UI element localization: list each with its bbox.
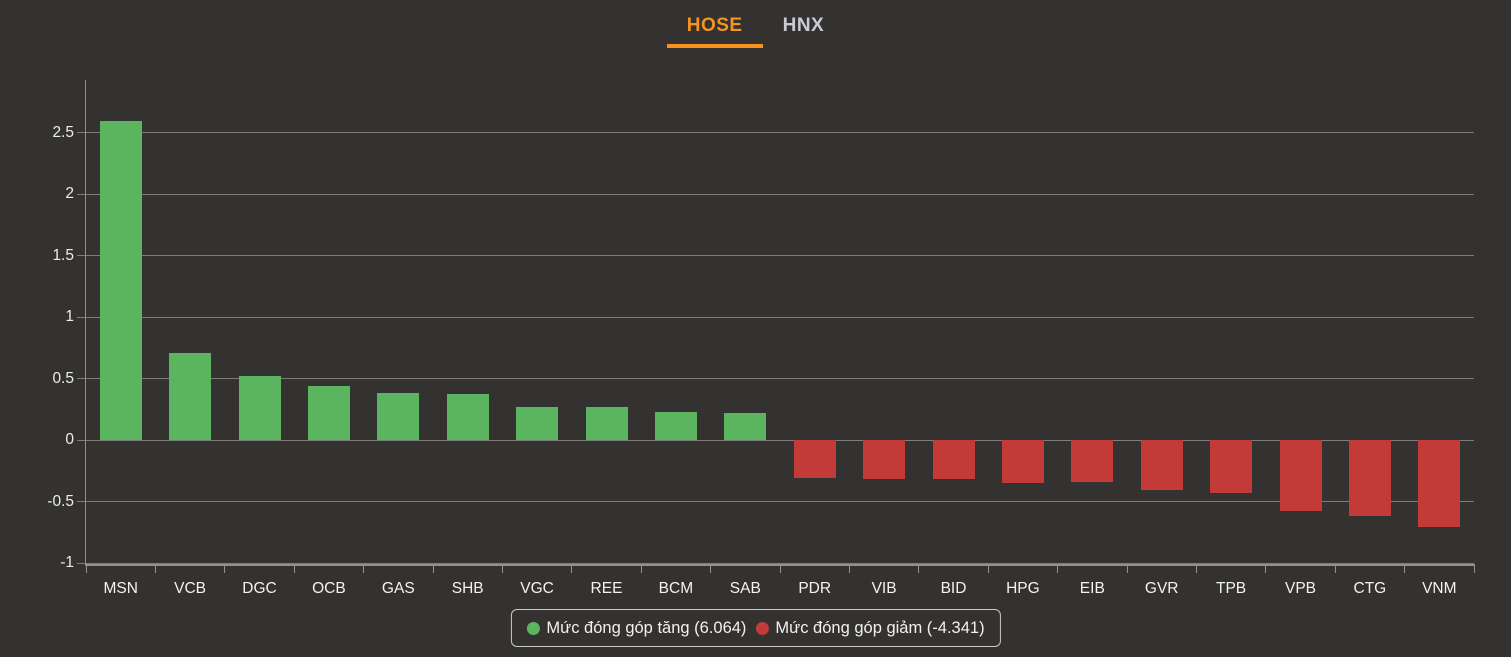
x-axis-label-VGC: VGC [520, 580, 554, 597]
x-axis-label-HPG: HPG [1006, 580, 1040, 597]
x-axis-tick [1334, 566, 1336, 573]
legend-item-decrease[interactable]: Mức đóng góp giảm (-4.341) [755, 618, 985, 638]
y-axis-label: 2.5 [52, 123, 74, 141]
gridline [86, 562, 1474, 564]
tab-hnx[interactable]: HNX [782, 15, 825, 36]
gridline [86, 193, 1474, 195]
x-axis-label-VCB: VCB [174, 580, 207, 597]
x-axis-tick [779, 566, 781, 573]
bar-OCB[interactable] [307, 385, 350, 440]
y-axis-label: 1 [65, 308, 74, 325]
bar-MSN[interactable] [99, 121, 142, 440]
x-axis-label-TPB: TPB [1216, 580, 1247, 597]
x-axis-tick [363, 566, 365, 573]
x-axis-label-SAB: SAB [729, 580, 761, 597]
x-axis-tick [224, 566, 226, 573]
x-axis-label-VNM: VNM [1422, 580, 1457, 597]
gridline [86, 132, 1474, 133]
y-axis-tick [77, 439, 86, 441]
y-axis-tick [77, 378, 86, 379]
bar-HPG[interactable] [1001, 440, 1044, 484]
x-axis-label-BCM: BCM [658, 580, 694, 597]
legend-label-increase: Mức đóng góp tăng (6.064) [546, 618, 747, 637]
decrease-dot-icon [755, 621, 769, 635]
y-axis-tick [77, 132, 86, 133]
x-axis-tick [432, 566, 434, 573]
gridline [86, 501, 1474, 502]
tab-hose[interactable]: HOSE [666, 0, 763, 48]
x-axis-tick [154, 566, 156, 573]
bar-CTG[interactable] [1348, 440, 1391, 517]
y-axis-tick [77, 316, 86, 318]
chart-legend: Mức đóng góp tăng (6.064) Mức đóng góp g… [510, 609, 1001, 647]
y-axis-tick [77, 562, 86, 564]
x-axis-tick [501, 566, 503, 573]
bar-REE[interactable] [585, 406, 628, 440]
x-axis-tick [1057, 566, 1059, 573]
bar-SAB[interactable] [724, 412, 767, 440]
x-axis-tick [1473, 566, 1475, 573]
y-axis-line [85, 80, 86, 565]
x-axis-label-VIB: VIB [871, 580, 897, 597]
legend-item-increase[interactable]: Mức đóng góp tăng (6.064) [526, 619, 746, 638]
x-axis-label-MSN: MSN [103, 580, 138, 597]
bar-BCM[interactable] [654, 411, 697, 440]
bar-VPB[interactable] [1279, 440, 1322, 512]
x-axis-line [85, 564, 1475, 566]
y-axis-label: -1 [60, 554, 74, 571]
x-axis-tick [640, 566, 642, 573]
x-axis-tick [987, 566, 989, 573]
x-axis-tick [293, 566, 295, 573]
bar-BID[interactable] [932, 440, 975, 480]
gridline [86, 439, 1474, 441]
bar-VNM[interactable] [1418, 440, 1461, 528]
increase-dot-icon [526, 621, 540, 635]
bar-SHB[interactable] [446, 394, 489, 440]
bar-DGC[interactable] [238, 376, 281, 440]
x-axis-label-OCB: OCB [312, 580, 346, 597]
x-axis-label-BID: BID [940, 580, 967, 597]
x-axis-label-EIB: EIB [1079, 580, 1105, 597]
y-axis-label: -0.5 [47, 492, 74, 510]
x-axis-tick [848, 566, 850, 573]
bar-TPB[interactable] [1210, 440, 1253, 493]
y-axis-label: 0.5 [52, 369, 74, 387]
y-axis-label: 0 [65, 431, 74, 448]
bar-VGC[interactable] [516, 406, 559, 440]
x-axis-tick [571, 566, 573, 573]
x-axis-label-CTG: CTG [1353, 580, 1387, 597]
y-axis-tick [77, 255, 86, 256]
gridline [86, 378, 1474, 379]
bar-GVR[interactable] [1140, 440, 1183, 491]
x-axis-label-PDR: PDR [798, 580, 832, 597]
x-axis-label-GAS: GAS [381, 580, 415, 597]
y-axis-tick [77, 193, 86, 195]
gridline [86, 255, 1474, 256]
gridline [86, 316, 1474, 318]
legend-label-decrease: Mức đóng góp giảm (-4.341) [775, 618, 985, 637]
x-axis-tick [918, 566, 920, 573]
x-axis-tick [710, 566, 712, 573]
x-axis-label-REE: REE [590, 580, 623, 597]
exchange-tabs: HOSE HNX [0, 0, 1511, 48]
x-axis-tick [1126, 566, 1128, 573]
x-axis-label-SHB: SHB [451, 580, 484, 597]
x-axis-label-GVR: GVR [1144, 580, 1179, 597]
x-axis-label-VPB: VPB [1284, 580, 1316, 597]
bar-GAS[interactable] [377, 393, 420, 440]
y-axis-label: 2 [65, 185, 74, 202]
x-axis-tick [1404, 566, 1406, 573]
bar-VIB[interactable] [863, 440, 906, 480]
bar-EIB[interactable] [1071, 440, 1114, 482]
bar-VCB[interactable] [169, 352, 212, 440]
y-axis-label: 1.5 [52, 246, 74, 264]
y-axis-tick [77, 501, 86, 502]
x-axis-tick [85, 566, 87, 573]
x-axis-tick [1265, 566, 1267, 573]
bar-PDR[interactable] [793, 440, 836, 479]
x-axis-label-DGC: DGC [242, 580, 277, 597]
x-axis-tick [1195, 566, 1197, 573]
